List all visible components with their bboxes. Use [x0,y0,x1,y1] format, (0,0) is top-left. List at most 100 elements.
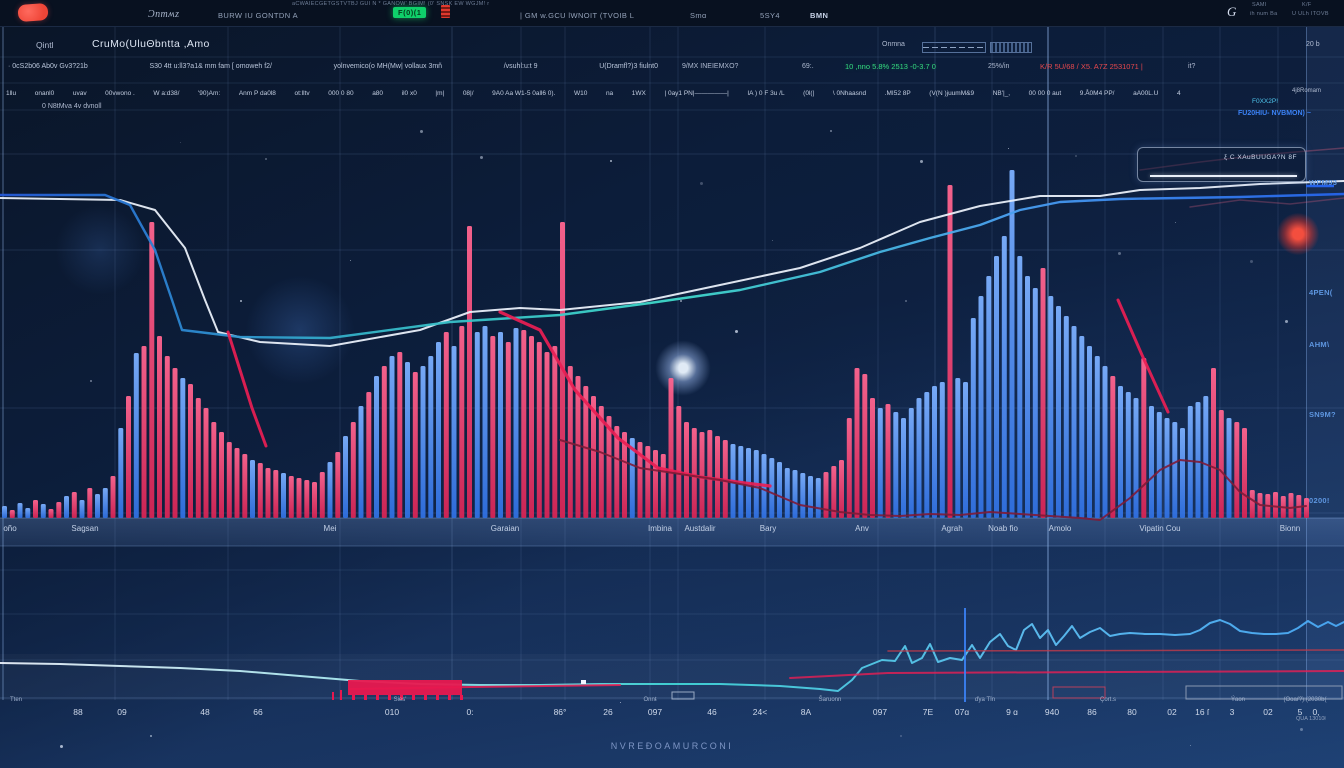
bottom-label: Ýaon [1230,697,1246,703]
g-badge[interactable]: G [1227,4,1237,19]
x-axis-label: Anv [855,524,869,533]
volume-bars [2,170,1309,518]
text-token: il0 x0 [401,90,417,97]
text-token: U(Dramfl?)3 fiulnt0 [599,63,658,70]
header-right-top: SAMI [1252,2,1267,8]
text-token: 1WX [631,90,646,97]
right-axis-label: 4PEN( [1309,288,1333,297]
status-chip[interactable]: F(0)(1 [393,7,427,18]
star-dot [350,260,351,261]
x-axis-strip [0,518,1344,546]
x-axis-label: Noab fio [988,524,1018,533]
symbol-label[interactable]: Qintl [36,40,54,50]
link-blue[interactable]: FU20HIU- NVBMON) ~ [1238,110,1311,117]
bottom-value: 16 ſ [1195,707,1209,717]
text-token: (V(N )juumM&9 [929,90,975,97]
menu-item-3[interactable]: Smɑ [690,11,707,20]
right-axis-label: WPM93 [1309,178,1338,187]
star-dot [150,735,152,737]
text-token: 00 00 0 aut [1028,90,1062,97]
text-token: '90)Am: [198,90,221,97]
text-token: W a:d38/ [153,90,180,97]
text-token: .MI52 8P [884,90,911,97]
text-token: 00vwono . [105,90,135,97]
right-gray-label: 4j8Romam [1292,88,1322,94]
header-right2-bottom: U ULh ITOVB [1292,11,1329,17]
app-logo-icon[interactable] [17,2,49,23]
text-token: \ 0Nhaasnd [832,90,867,97]
star-dot [60,745,63,748]
bottom-value: 86 [1087,707,1097,717]
info-mid-1: 9/MX INEIEMXO? [682,63,739,70]
text-token: /vsuhl:u:t 9 [503,63,538,70]
text-token: NB'|_, [992,90,1011,97]
text-token: S30 4tt u:ll3?a1& mm fam [ omoweh f2/ [149,63,272,70]
bottom-value: 010 [384,707,400,717]
info-mid-3: it? [1188,63,1196,70]
star-dot [240,300,242,302]
bottom-value: 097 [872,707,888,717]
brand-label[interactable]: Ɔnmʍz [148,9,180,20]
bottom-value: 3 [1229,707,1235,717]
sub-info-label: 0 N8tMva 4v dvnoll [42,103,102,110]
readout-box[interactable]: ξ C XAuBUUGA?N 8F [1137,147,1306,182]
star-dot [680,300,682,302]
range-selector-bar[interactable] [922,42,986,53]
right-axis-label: 0200! [1309,496,1330,505]
bottom-value: 7E [922,707,934,717]
percent-value: 25%/in [988,63,1010,70]
star-dot [1285,320,1288,323]
menu-item-4[interactable]: 5SY4 [760,11,780,20]
text-token: ot:lltv [294,90,310,97]
text-token: a80 [372,90,384,97]
star-dot [610,160,612,162]
x-axis-label: Bionn [1279,524,1301,533]
star-dot [265,158,267,160]
x-axis-label: Vipatin Cou [1139,524,1181,533]
bottom-value: 02 [1167,707,1177,717]
bottom-value: 940 [1044,707,1060,717]
range-selector-ticks[interactable] [990,42,1032,53]
bottom-value: 5 [1297,707,1303,717]
header-right2-top: K/F [1302,2,1312,8]
menu-item-1[interactable]: BURW IU GONTDN A [218,11,299,20]
bottom-value: 0: [466,707,474,717]
star-dot [700,182,703,185]
menu-item-2[interactable]: | GM w.GCU lWNOIT (TVOIB L [520,11,635,20]
text-token: 08|/ [462,90,474,97]
info-mid-2: 69:. [802,63,814,70]
x-axis-label: Garaian [490,524,520,533]
bottom-label: Çort.s [1099,697,1117,703]
star-dot [920,160,923,163]
star-dot [480,156,483,159]
menu-item-5[interactable]: BMN [810,11,829,20]
text-token: onanl0 [34,90,55,97]
bottom-value: 02 [1263,707,1273,717]
green-quote-value: 10 ,nno 5.8% 2513 -0-3.7 0 [845,62,936,71]
star-dot [1008,148,1009,149]
text-token: 9A0 Aa W1-5 0all6 0). [492,90,556,97]
bottom-label: (Ooaŕ?):(2030b( [1283,697,1327,703]
text-token: na [605,90,614,97]
text-token: | 0ay1 PN|—————| [664,90,729,97]
bottom-label: Sies' [393,697,407,703]
bottom-value: 0, [1312,707,1320,717]
star-dot [540,300,541,301]
link-cyan[interactable]: F0XX2P! [1252,98,1279,105]
star-dot [905,300,907,302]
bottom-value: 26 [603,707,613,717]
bottom-value: 66 [253,707,263,717]
bottom-label: Tten [9,697,23,703]
red-quote-value: K/R 5U/68 / X5. A7Z 2531071 | [1040,62,1143,71]
info-row: · 0cS2b06 Ab0v Gv3?21b S30 4tt u:ll3?a1& … [8,63,658,70]
footer-right-tiny: QUA 13010ł [1296,716,1326,722]
text-token: Anm P da0l8 [238,90,276,97]
bottom-value: 88 [73,707,83,717]
bottom-value: 24< [752,707,768,717]
indicator-row: 1llu onanl0 uvav 00vwono . W a:d38/ '90)Am: An… [6,90,1181,97]
bottom-value: 80 [1127,707,1137,717]
star-dot [830,130,832,132]
text-token: 4 [1176,90,1181,97]
x-axis-label: Imbina [647,524,673,533]
